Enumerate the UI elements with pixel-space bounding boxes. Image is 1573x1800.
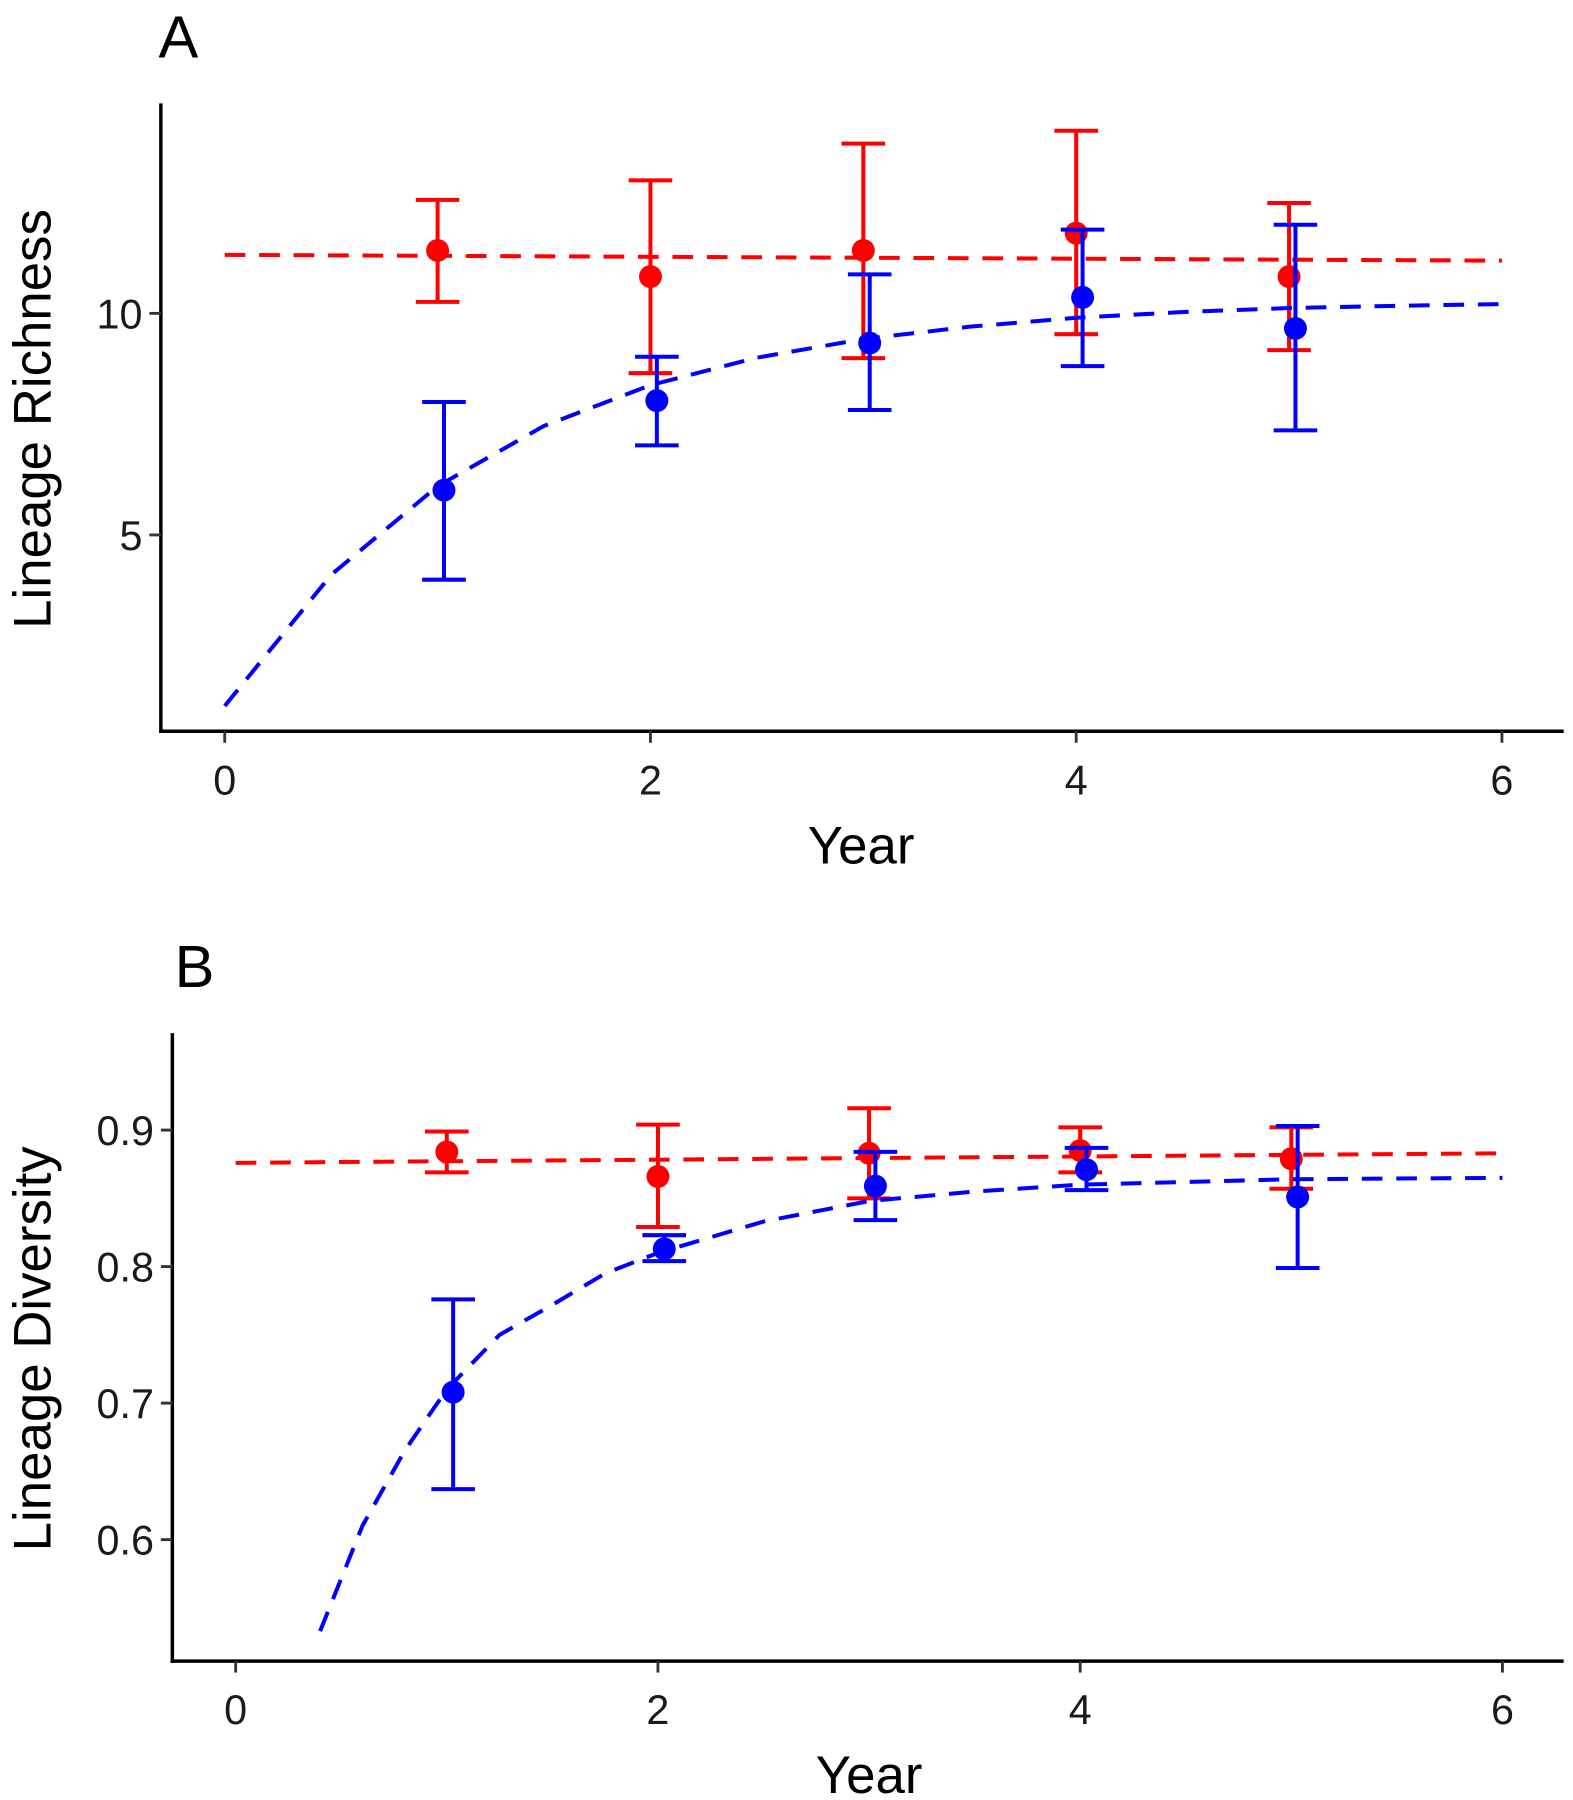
data-point-red-a	[638, 265, 662, 289]
x-tick-label-b: 4	[1069, 1687, 1092, 1733]
x-tick-label-b: 0	[224, 1687, 247, 1733]
x-tick-label-b: 6	[1491, 1687, 1514, 1733]
y-tick-label-b: 0.7	[97, 1381, 154, 1427]
data-point-blue-b	[652, 1237, 676, 1261]
y-axis-label-a: Lineage Richness	[4, 209, 63, 629]
data-point-blue-a	[645, 389, 669, 413]
data-point-red-b	[435, 1140, 459, 1164]
y-tick-label-b: 0.6	[97, 1518, 154, 1564]
y-axis-label-b: Lineage Diversity	[4, 1146, 63, 1552]
x-tick-label-a: 0	[213, 757, 236, 803]
fit-line-blue-b	[318, 1175, 1503, 1632]
data-point-blue-a	[1071, 285, 1095, 309]
data-point-blue-b	[441, 1380, 465, 1404]
data-point-blue-b	[1286, 1185, 1310, 1209]
y-tick-label-a: 10	[97, 291, 143, 337]
data-point-blue-a	[432, 478, 456, 502]
data-point-red-a	[851, 238, 875, 262]
data-point-blue-b	[1075, 1158, 1099, 1182]
panel-a: A Year Lineage Richness 0 2 4 6 5 10	[4, 3, 1564, 875]
x-axis-label-a: Year	[808, 816, 915, 875]
data-point-blue-a	[1283, 316, 1307, 340]
panel-label-b: B	[175, 933, 215, 1000]
x-tick-label-a: 6	[1490, 757, 1513, 803]
data-point-blue-a	[858, 331, 882, 355]
y-tick-label-b: 0.8	[97, 1245, 154, 1291]
y-tick-label-b: 0.9	[97, 1108, 154, 1154]
x-tick-label-a: 4	[1065, 757, 1088, 803]
y-tick-label-a: 5	[120, 513, 143, 559]
x-tick-label-a: 2	[639, 757, 662, 803]
panel-b: B Year Lineage Diversity 0 2 4 6 0.6 0.7 0.8 0.…	[4, 933, 1564, 1800]
data-point-red-a	[426, 238, 450, 262]
data-point-red-b	[646, 1165, 670, 1188]
data-point-blue-b	[863, 1174, 887, 1198]
x-tick-label-b: 2	[646, 1687, 669, 1733]
fit-line-blue-a	[223, 302, 1502, 708]
panel-label-a: A	[159, 3, 199, 70]
x-axis-label-b: Year	[816, 1746, 923, 1800]
